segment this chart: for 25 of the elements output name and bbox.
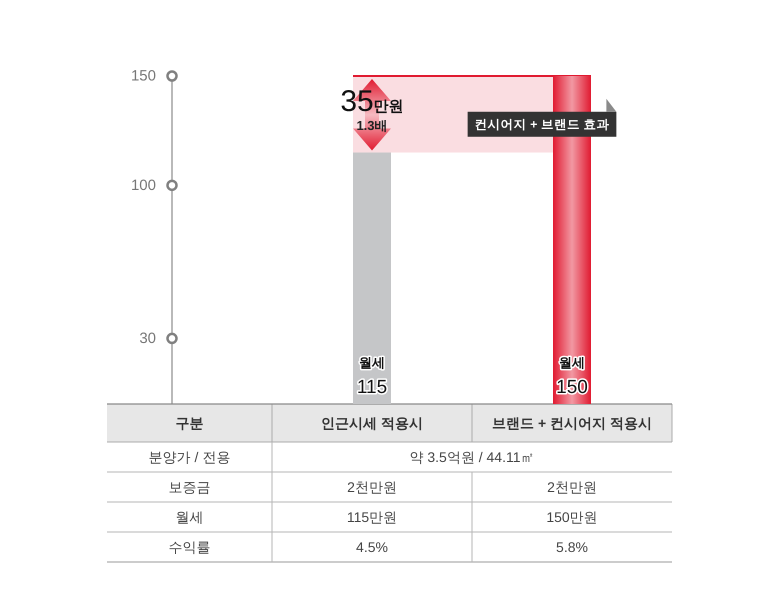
y-tick-label: 150 (130, 68, 156, 84)
data-label: 150 (556, 377, 588, 398)
annotation: 컨시어지 + 브랜드 효과 (474, 117, 610, 132)
annotation: 1.3배 (356, 118, 388, 133)
x-tick-label: 인근시세 적용시 (321, 415, 423, 431)
table-cell: 150만원 (546, 509, 598, 525)
table-cell: 115만원 (346, 509, 398, 525)
table-row-label: 보증금 (168, 479, 210, 495)
series-label: 월세 (559, 355, 585, 370)
table-header: 구분 (176, 415, 204, 431)
x-tick-label: 브랜드 + 컨시어지 적용시 (492, 415, 652, 431)
table-cell: 2천만원 (347, 479, 397, 495)
table-row-label: 수익률 (168, 539, 210, 555)
data-label: 115 (356, 377, 388, 398)
series-label: 월세 (359, 355, 385, 370)
table-row-label: 월세 (176, 509, 204, 525)
table-cell: 5.8% (556, 539, 588, 555)
annotation: 컨시어지 + 브랜드 효과 (468, 112, 616, 137)
table-cell: 2천만원 (547, 479, 597, 495)
band-label: 35만원 (340, 84, 404, 118)
table-cell: 약 3.5억원 / 44.11㎡ (410, 449, 534, 465)
table-row-label: 분양가 / 전용 (148, 449, 230, 465)
y-tick-label: 30 (139, 330, 156, 347)
y-tick-label: 100 (130, 176, 156, 194)
table-cell: 4.5% (356, 539, 388, 555)
